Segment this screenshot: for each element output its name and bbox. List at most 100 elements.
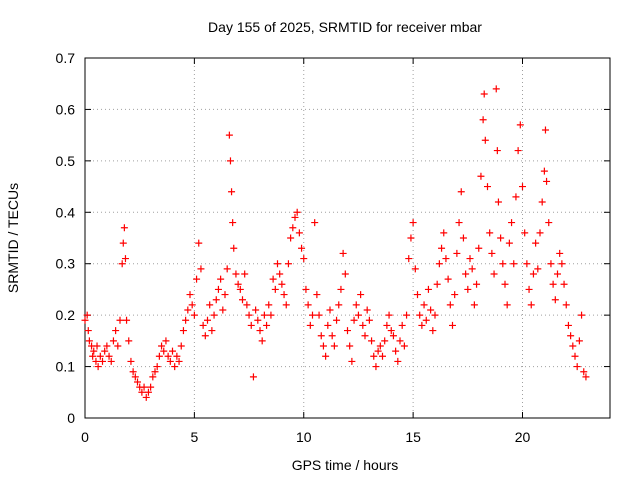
data-point: [560, 280, 568, 288]
data-point: [289, 224, 297, 232]
data-point: [89, 352, 97, 360]
y-tick-label: 0: [67, 410, 75, 426]
data-point: [529, 270, 537, 278]
data-point: [228, 188, 236, 196]
data-point: [411, 265, 419, 273]
data-point: [427, 306, 435, 314]
data-point: [276, 270, 284, 278]
plot-frame: [84, 57, 611, 419]
data-point: [155, 352, 163, 360]
x-tick-label: 10: [296, 429, 312, 445]
data-point: [344, 327, 351, 335]
data-point: [322, 352, 330, 360]
data-point: [453, 249, 461, 257]
data-point: [424, 285, 432, 293]
data-point: [186, 291, 194, 299]
data-point: [223, 265, 231, 273]
data-point: [179, 327, 187, 335]
data-point: [280, 291, 288, 299]
data-point: [114, 342, 122, 350]
data-point: [234, 280, 242, 288]
x-tick-label: 5: [190, 429, 198, 445]
data-point: [330, 342, 338, 350]
data-point: [214, 285, 222, 293]
data-point: [85, 337, 93, 345]
data-point: [333, 316, 341, 324]
data-point: [455, 219, 463, 227]
y-tick-label: 0.2: [56, 307, 76, 323]
data-point: [140, 383, 148, 391]
y-tick-label: 0.5: [56, 153, 76, 169]
data-point: [208, 327, 216, 335]
data-point: [392, 347, 400, 355]
data-point: [389, 332, 397, 340]
data-point: [147, 383, 155, 391]
data-point: [532, 239, 540, 247]
data-point: [169, 347, 176, 355]
data-point: [217, 275, 225, 283]
data-point: [341, 270, 349, 278]
data-point: [232, 270, 240, 278]
data-point: [175, 357, 183, 365]
data-point: [381, 337, 389, 345]
data-point: [190, 311, 198, 319]
data-point: [291, 213, 299, 221]
y-tick-label: 0.6: [56, 101, 76, 117]
data-point: [212, 296, 220, 304]
x-axis-label: GPS time / hours: [292, 457, 399, 473]
data-point: [449, 321, 456, 329]
data-point: [545, 219, 553, 227]
data-point: [153, 363, 161, 371]
data-point: [138, 388, 146, 396]
grid: [85, 58, 610, 418]
data-point: [164, 352, 172, 360]
data-point: [160, 347, 168, 355]
data-point: [173, 352, 181, 360]
data-point: [103, 342, 111, 350]
data-point: [339, 249, 347, 257]
data-point: [249, 373, 257, 381]
y-tick-label: 0.7: [56, 50, 76, 66]
data-point: [284, 260, 292, 268]
data-point: [433, 280, 441, 288]
data-point: [197, 265, 205, 273]
data-point: [118, 260, 126, 268]
data-point: [309, 311, 316, 319]
x-tick-label: 15: [405, 429, 421, 445]
data-point: [144, 388, 152, 396]
data-point: [361, 332, 369, 340]
data-point: [287, 234, 295, 242]
data-point: [81, 316, 89, 324]
data-point: [193, 275, 201, 283]
data-point: [405, 255, 413, 263]
data-point: [543, 177, 551, 185]
data-point: [540, 167, 548, 175]
data-point: [195, 239, 203, 247]
y-ticks: 0 0.1 0.2 0.3 0.4 0.5 0.6 0.7: [56, 50, 610, 426]
y-tick-label: 0.4: [56, 204, 76, 220]
data-point: [313, 291, 321, 299]
data-point: [516, 121, 524, 129]
data-point: [142, 393, 150, 401]
data-point: [149, 373, 157, 381]
data-point: [112, 327, 120, 335]
data-point: [350, 316, 358, 324]
data-point: [162, 337, 170, 345]
data-point: [431, 311, 439, 319]
data-point: [101, 347, 109, 355]
data-point: [480, 90, 488, 98]
data-point: [306, 321, 314, 329]
data-point: [418, 321, 426, 329]
data-point: [558, 260, 566, 268]
data-point: [490, 270, 498, 278]
data-point: [229, 219, 237, 227]
data-point: [578, 311, 586, 319]
data-point: [457, 188, 465, 196]
data-point: [400, 342, 408, 350]
data-point: [236, 285, 244, 293]
data-point: [245, 311, 253, 319]
data-point: [92, 357, 100, 365]
data-point: [575, 337, 583, 345]
data-point: [549, 280, 557, 288]
